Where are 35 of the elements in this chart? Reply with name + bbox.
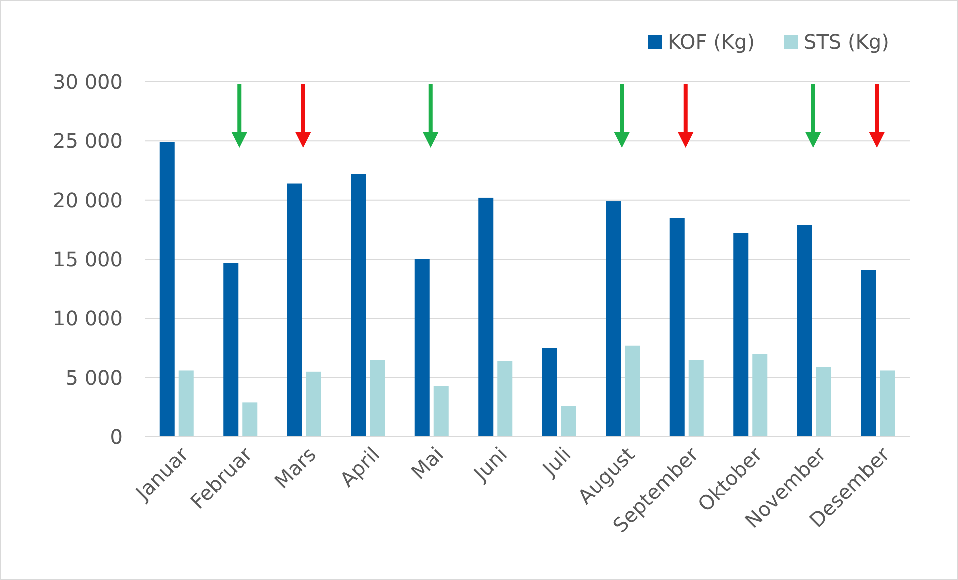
y-tick-label: 20 000	[53, 188, 123, 212]
bar	[434, 386, 449, 437]
bar	[287, 184, 302, 437]
legend-label: STS (Kg)	[804, 30, 890, 54]
y-tick-label: 5 000	[66, 366, 123, 390]
y-tick-label: 0	[110, 425, 123, 449]
bar	[178, 370, 194, 437]
bar	[414, 260, 430, 437]
legend-label: KOF (Kg)	[668, 30, 756, 54]
y-tick-label: 30 000	[53, 70, 123, 94]
bar	[734, 233, 749, 437]
bar	[861, 270, 876, 437]
bar	[351, 174, 366, 437]
bar	[542, 348, 558, 437]
bar	[498, 361, 513, 437]
bar	[752, 354, 768, 437]
x-tick-label: Mai	[406, 442, 448, 484]
bar	[670, 218, 685, 437]
bar	[880, 370, 896, 437]
bar	[606, 202, 622, 437]
bar	[625, 346, 640, 437]
bar	[242, 402, 258, 437]
bar	[306, 372, 322, 437]
bar	[797, 225, 812, 437]
bar	[370, 360, 386, 437]
bar	[561, 406, 576, 437]
y-tick-label: 25 000	[53, 129, 123, 154]
bar	[478, 198, 494, 437]
y-tick-label: 10 000	[53, 306, 123, 331]
y-tick-label: 15 000	[53, 248, 123, 272]
bar	[224, 263, 239, 437]
bar	[816, 367, 832, 437]
x-tick-label: Juli	[536, 442, 576, 482]
bar	[688, 360, 704, 437]
bar	[160, 142, 175, 437]
